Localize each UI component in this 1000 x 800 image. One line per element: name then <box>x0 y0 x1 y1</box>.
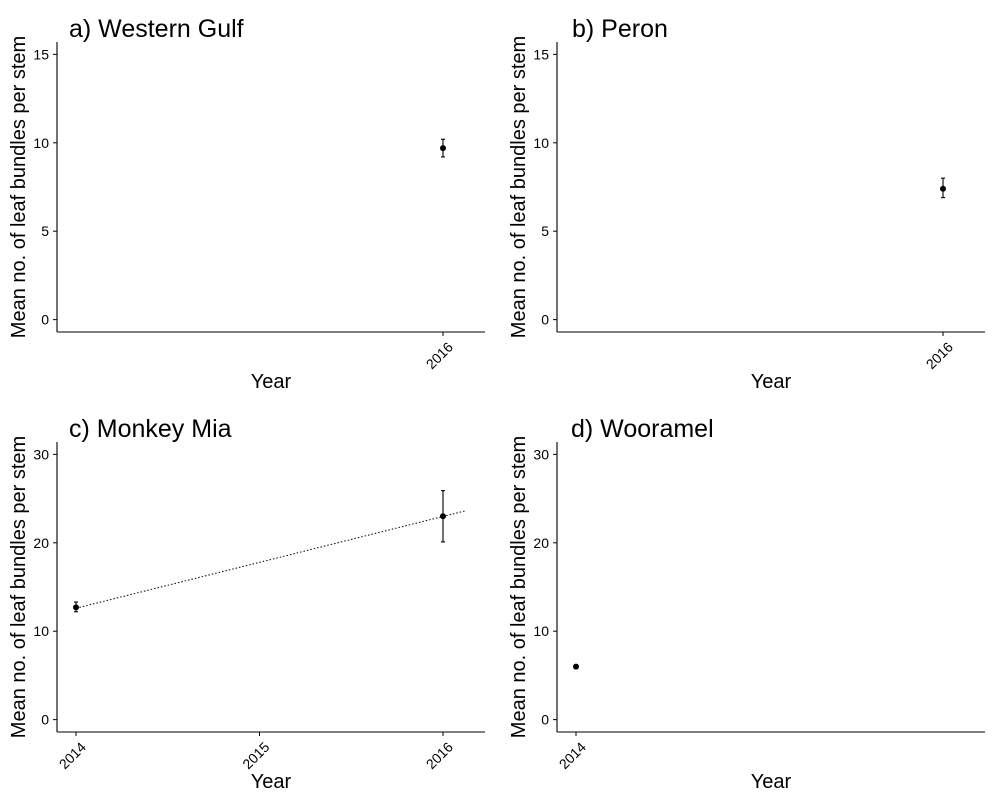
data-point-2016 <box>940 177 946 199</box>
data-point-2016 <box>440 490 446 543</box>
panel-title: a) Western Gulf <box>69 15 244 43</box>
point-marker <box>573 663 579 670</box>
y-tick-label: 10 <box>533 135 549 151</box>
y-tick-label: 20 <box>533 535 549 551</box>
trend-line <box>75 510 466 609</box>
panel-title: c) Monkey Mia <box>69 415 232 443</box>
y-tick-label: 15 <box>533 46 549 62</box>
data-point-2016 <box>440 138 446 158</box>
y-tick-label: 30 <box>33 446 49 462</box>
y-tick-label: 10 <box>533 623 549 639</box>
y-tick-label: 0 <box>541 712 549 728</box>
y-axis-label: Mean no. of leaf bundles per stem <box>8 36 30 338</box>
x-axis-label: Year <box>251 771 292 793</box>
data-point-2014 <box>73 601 79 613</box>
point-marker <box>73 604 79 611</box>
y-tick-label: 20 <box>33 535 49 551</box>
point-marker <box>440 513 446 520</box>
point-marker <box>940 185 946 192</box>
data-point-2014 <box>573 663 579 670</box>
y-tick-label: 5 <box>541 223 549 239</box>
y-tick-label: 15 <box>33 46 49 62</box>
y-axis-label: Mean no. of leaf bundles per stem <box>8 436 30 738</box>
x-axis-label: Year <box>251 371 292 393</box>
y-tick-label: 30 <box>533 446 549 462</box>
y-axis-label: Mean no. of leaf bundles per stem <box>508 436 530 738</box>
panel-title: b) Peron <box>572 15 668 43</box>
y-tick-label: 5 <box>41 223 49 239</box>
y-tick-label: 10 <box>33 623 49 639</box>
x-axis-label: Year <box>751 771 792 793</box>
panel-title: d) Wooramel <box>571 415 714 443</box>
y-tick-label: 10 <box>33 135 49 151</box>
y-tick-label: 0 <box>41 312 49 328</box>
point-marker <box>440 145 446 152</box>
x-axis-label: Year <box>751 371 792 393</box>
y-axis-label: Mean no. of leaf bundles per stem <box>508 36 530 338</box>
y-tick-label: 0 <box>541 312 549 328</box>
y-tick-label: 0 <box>41 712 49 728</box>
